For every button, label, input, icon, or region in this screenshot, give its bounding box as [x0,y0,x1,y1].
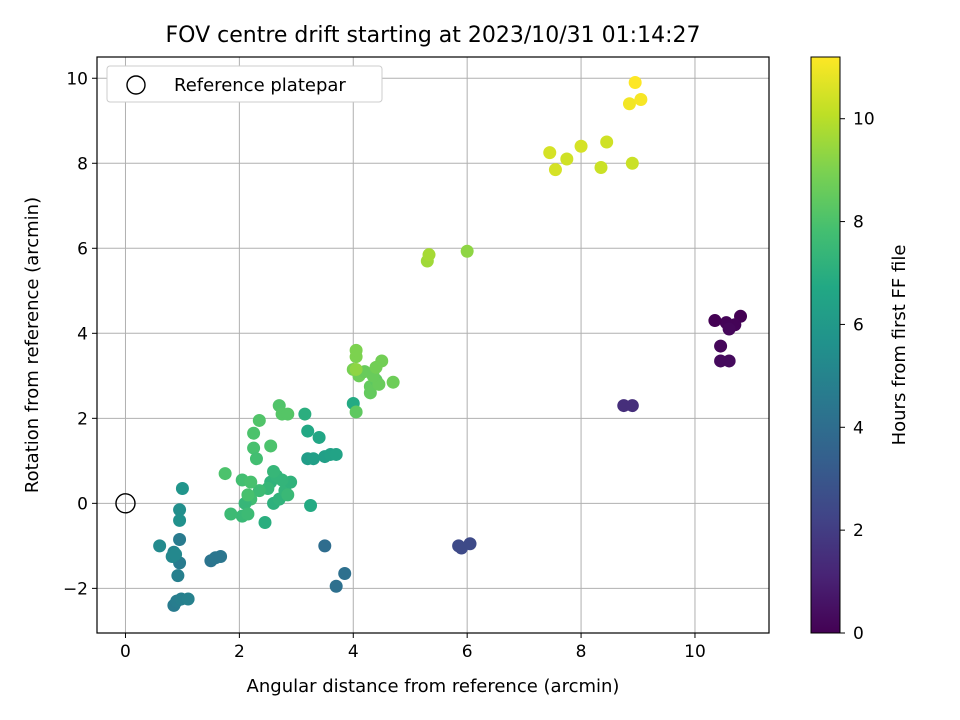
colorbar: 0 2 4 6 8 10 Hours from first FF file [810,56,910,644]
data-point [175,481,189,495]
data-point [560,152,574,166]
data-point [306,452,320,466]
colorbar-gradient [810,56,841,634]
data-point [258,515,272,529]
colorbar-ticks: 0 2 4 6 8 10 [840,110,875,644]
data-point [264,439,278,453]
data-point [281,407,295,421]
data-point [600,135,614,149]
data-point [214,549,228,563]
y-tick-label: 6 [77,239,88,259]
data-point [349,362,363,376]
data-point [318,539,332,553]
data-point [301,424,315,438]
data-point [463,537,477,551]
colorbar-tick-label: 10 [853,110,875,130]
colorbar-tick-label: 0 [853,624,864,644]
reference-marker-layer [115,493,136,514]
grid [97,57,769,633]
x-tick-label: 6 [462,642,473,662]
y-axis: −2 0 2 4 6 8 10 [63,69,97,599]
data-point [252,413,266,427]
data-point [708,314,722,328]
data-point [714,339,728,353]
legend-label: Reference platepar [174,75,346,96]
y-tick-label: 8 [77,154,88,174]
data-point [252,484,266,498]
legend-box [106,65,383,103]
data-point [349,405,363,419]
data-point [298,407,312,421]
legend: Reference platepar [106,65,383,103]
data-point [386,375,400,389]
chart-title: FOV centre drift starting at 2023/10/31 … [166,23,701,48]
data-point [628,76,642,90]
legend-marker-icon [126,75,146,95]
data-point [422,248,436,262]
y-tick-label: 10 [66,69,88,89]
data-point [574,139,588,153]
colorbar-tick-label: 8 [853,213,864,233]
data-point [173,503,187,517]
data-point [460,244,474,258]
data-point [329,579,343,593]
colorbar-tick-label: 2 [853,521,864,541]
data-point [329,447,343,461]
data-point [312,430,326,444]
data-point [218,467,232,481]
data-point [625,399,639,413]
x-axis: 0 2 4 6 8 10 [120,633,706,662]
x-axis-label: Angular distance from reference (arcmin) [247,676,620,697]
data-point [281,488,295,502]
data-point [244,475,258,489]
x-tick-label: 4 [348,642,359,662]
data-point [173,513,187,527]
colorbar-label: Hours from first FF file [889,245,910,446]
data-point [304,498,318,512]
y-tick-label: −2 [63,579,88,599]
data-point [722,322,736,336]
data-points [153,76,748,612]
data-point [594,161,608,175]
reference-platepar-marker [115,493,136,514]
data-point [171,569,185,583]
x-tick-label: 8 [576,642,587,662]
y-tick-label: 0 [77,494,88,514]
colorbar-tick-label: 4 [853,418,864,438]
x-tick-label: 0 [120,642,131,662]
data-point [224,507,238,521]
data-point [349,343,363,357]
data-point [247,441,261,455]
data-point [267,464,281,478]
x-tick-label: 2 [234,642,245,662]
data-point [173,532,187,546]
data-point [153,539,167,553]
data-point [275,473,289,487]
data-point [375,354,389,368]
colorbar-tick-label: 6 [853,315,864,335]
data-point [169,547,183,561]
data-point [634,93,648,107]
x-tick-label: 10 [684,642,706,662]
data-point [241,507,255,521]
data-point [241,488,255,502]
data-point [548,163,562,177]
data-point [625,156,639,170]
data-point [543,146,557,160]
y-tick-label: 4 [77,324,88,344]
y-tick-label: 2 [77,409,88,429]
data-point [722,354,736,368]
y-axis-label: Rotation from reference (arcmin) [22,197,43,493]
data-point [247,426,261,440]
plot-frame [96,56,770,634]
data-point [181,592,195,606]
data-point [249,452,263,466]
data-point [338,566,352,580]
data-point [622,97,636,111]
